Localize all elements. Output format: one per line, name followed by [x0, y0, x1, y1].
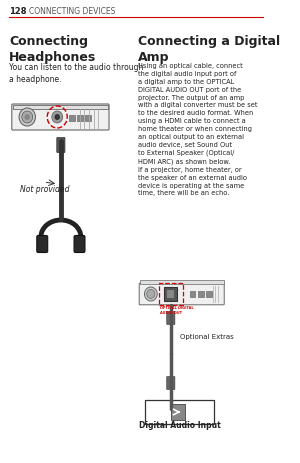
Text: 128: 128 [9, 7, 27, 17]
FancyBboxPatch shape [164, 288, 177, 301]
FancyBboxPatch shape [139, 283, 224, 305]
Text: OPTICAL DIGITAL
AUDIO OUT: OPTICAL DIGITAL AUDIO OUT [160, 305, 194, 314]
Polygon shape [13, 106, 108, 110]
FancyBboxPatch shape [77, 116, 83, 122]
Text: You can listen to the audio through
a headphone.: You can listen to the audio through a he… [9, 63, 143, 84]
Circle shape [55, 115, 60, 121]
FancyBboxPatch shape [57, 138, 65, 153]
Circle shape [145, 288, 157, 301]
Circle shape [22, 112, 33, 124]
Text: Digital Audio Input: Digital Audio Input [139, 420, 221, 429]
FancyBboxPatch shape [146, 400, 214, 424]
Polygon shape [140, 281, 224, 284]
Text: CONNECTING DEVICES: CONNECTING DEVICES [29, 7, 116, 17]
FancyBboxPatch shape [190, 291, 195, 297]
FancyBboxPatch shape [74, 236, 85, 253]
FancyBboxPatch shape [167, 290, 174, 298]
FancyBboxPatch shape [171, 404, 185, 420]
FancyBboxPatch shape [37, 236, 48, 253]
Text: Connecting a Digital
Amp: Connecting a Digital Amp [138, 35, 280, 64]
FancyBboxPatch shape [85, 116, 91, 122]
Text: Optional Extras: Optional Extras [180, 333, 234, 339]
FancyBboxPatch shape [69, 116, 74, 122]
FancyBboxPatch shape [12, 105, 109, 131]
FancyBboxPatch shape [167, 377, 175, 390]
FancyBboxPatch shape [167, 312, 175, 325]
Text: Using an optical cable, connect
the digital audio input port of
a digital amp to: Using an optical cable, connect the digi… [138, 63, 258, 196]
Text: Connecting
Headphones: Connecting Headphones [9, 35, 96, 64]
Circle shape [52, 112, 63, 124]
Circle shape [19, 109, 35, 127]
FancyBboxPatch shape [198, 291, 203, 297]
Circle shape [147, 290, 155, 299]
Circle shape [25, 115, 30, 121]
FancyBboxPatch shape [206, 291, 212, 297]
Text: Not provided: Not provided [20, 185, 70, 194]
